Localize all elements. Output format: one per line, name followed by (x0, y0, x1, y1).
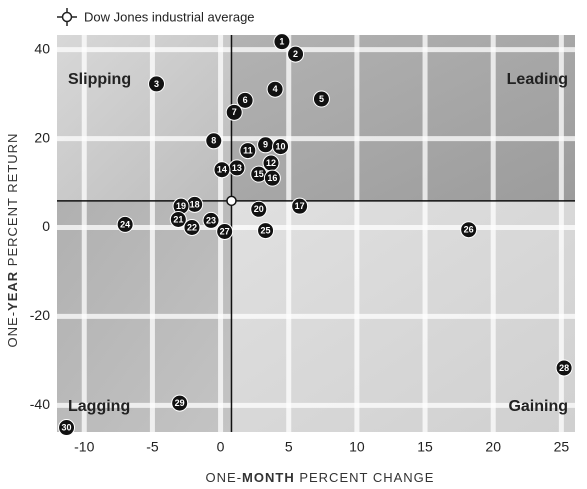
x-tick-label: 10 (349, 439, 365, 455)
point (273, 33, 291, 51)
point (148, 75, 166, 93)
point (205, 132, 223, 150)
point-label: 16 (267, 173, 277, 183)
point (287, 45, 305, 63)
x-tick-label: -10 (74, 439, 94, 455)
point-label: 17 (295, 201, 305, 211)
point-label: 15 (254, 169, 264, 179)
point (257, 222, 275, 240)
y-tick-label: -40 (30, 396, 50, 412)
point (460, 221, 478, 239)
y-tick-label: -20 (30, 307, 50, 323)
point-label: 28 (559, 363, 569, 373)
point-label: 30 (62, 422, 72, 432)
x-label-part: PERCENT CHANGE (295, 470, 435, 485)
point-label: 25 (261, 225, 271, 235)
point-label: 26 (464, 225, 474, 235)
point (116, 215, 134, 233)
grid (57, 35, 575, 432)
point (555, 359, 573, 377)
point-label: 4 (273, 84, 278, 94)
point-label: 9 (263, 140, 268, 150)
quadrant-label: Slipping (68, 71, 131, 88)
y-label-part: PERCENT RETURN (5, 133, 20, 271)
point-label: 18 (190, 199, 200, 209)
y-tick-label: 20 (34, 129, 50, 145)
legend-label: Dow Jones industrial average (84, 9, 255, 24)
point (272, 138, 290, 156)
point-label: 6 (243, 95, 248, 105)
x-tick-label: 5 (285, 439, 293, 455)
point (266, 80, 284, 98)
point (225, 103, 243, 121)
x-label-part: ONE- (206, 470, 243, 485)
quadrant-label: Gaining (508, 398, 568, 415)
point-label: 23 (206, 215, 216, 225)
y-axis-label: ONE-YEAR PERCENT RETURN (5, 133, 20, 348)
point (312, 90, 330, 108)
point (216, 222, 234, 240)
y-tick-label: 40 (34, 40, 50, 56)
point-label: 19 (176, 201, 186, 211)
point (263, 169, 281, 187)
point-label: 11 (243, 145, 253, 155)
point-label: 22 (187, 222, 197, 232)
point (183, 218, 201, 236)
point-label: 13 (232, 163, 242, 173)
point (236, 91, 254, 109)
point-label: 27 (220, 226, 230, 236)
point (58, 419, 76, 437)
point-label: 2 (293, 49, 298, 59)
point (171, 394, 189, 412)
quadrant-label: Lagging (68, 398, 130, 415)
point-label: 24 (120, 219, 130, 229)
point-label: 7 (232, 107, 237, 117)
point-label: 29 (175, 398, 185, 408)
point-label: 5 (319, 94, 324, 104)
point-label: 1 (279, 37, 284, 47)
point-label: 3 (154, 79, 159, 89)
point-label: 8 (211, 136, 216, 146)
point (213, 161, 231, 179)
point (291, 197, 309, 215)
quadrant (231, 35, 576, 201)
x-tick-label: 25 (554, 439, 570, 455)
point (239, 142, 257, 160)
point-label: 14 (217, 165, 227, 175)
x-tick-label: 0 (217, 439, 225, 455)
x-tick-label: -5 (146, 439, 159, 455)
point-label: 12 (266, 158, 276, 168)
y-tick-label: 0 (42, 218, 50, 234)
x-label-part: MONTH (242, 470, 295, 485)
legend-marker (61, 11, 73, 23)
point (250, 200, 268, 218)
point-label: 21 (173, 214, 183, 224)
point-label: 20 (254, 204, 264, 214)
point (202, 211, 220, 229)
quadrant-label: Leading (507, 71, 568, 88)
y-label-part: ONE- (5, 311, 20, 348)
point (169, 210, 187, 228)
x-axis-label: ONE-MONTH PERCENT CHANGE (206, 470, 435, 485)
point-label: 10 (276, 141, 286, 151)
benchmark-point (226, 195, 237, 207)
x-tick-label: 20 (485, 439, 501, 455)
y-label-part: YEAR (5, 271, 20, 311)
x-tick-label: 15 (417, 439, 433, 455)
